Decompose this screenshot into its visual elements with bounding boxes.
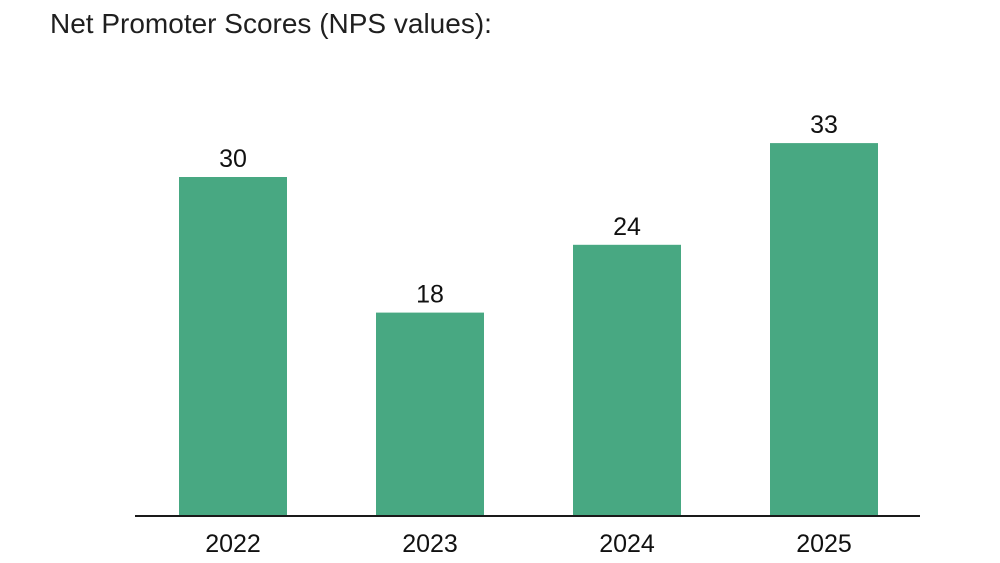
data-label-2022: 30 [219,145,247,173]
bar-2022 [179,177,287,516]
chart-title: Net Promoter Scores (NPS values): [50,8,492,39]
bar-2025 [770,143,878,516]
x-tick-label-2023: 2023 [402,530,458,558]
x-tick-label-2022: 2022 [205,530,261,558]
data-labels-layer: 30 18 24 33 [219,111,838,309]
bar-2024 [573,244,681,517]
data-label-2023: 18 [416,281,444,309]
bars-layer [179,143,878,517]
data-label-2025: 33 [810,111,838,139]
data-label-2024: 24 [613,213,641,241]
x-tick-label-2025: 2025 [796,530,852,558]
x-tick-labels-layer: 2022 2023 2024 2025 [205,530,852,558]
x-tick-label-2024: 2024 [599,530,655,558]
bar-2023 [376,312,484,516]
